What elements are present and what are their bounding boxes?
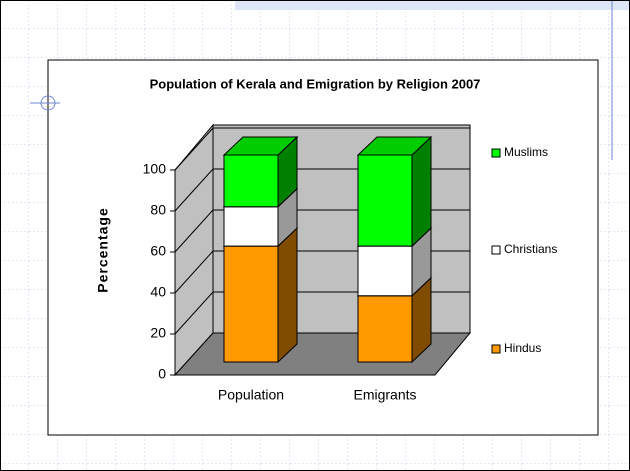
slide-decor-bar: [235, 0, 630, 10]
bar-segment: [357, 154, 413, 247]
legend-swatch: [491, 344, 501, 354]
legend-swatch: [491, 148, 501, 158]
side-wall: [174, 123, 214, 377]
bar-side: [277, 226, 298, 364]
bar-segment: [223, 154, 279, 208]
y-tick-label: 0: [158, 366, 166, 382]
bar-segment: [223, 206, 279, 247]
x-tick-label: Population: [218, 387, 284, 403]
x-tick-label: Emigrants: [353, 387, 416, 403]
y-tick-label: 40: [150, 284, 166, 300]
y-axis-label: Percentage: [95, 207, 111, 292]
y-tick-label: 80: [150, 202, 166, 218]
grid-line: [174, 127, 470, 171]
y-tick-label: 60: [150, 243, 166, 259]
legend-label: Hindus: [504, 341, 541, 355]
legend-swatch: [491, 245, 501, 255]
y-tick-label: 100: [143, 161, 167, 177]
legend-label: Christians: [504, 242, 557, 256]
chart-title: Population of Kerala and Emigration by R…: [150, 76, 481, 91]
bar-segment: [223, 245, 279, 363]
y-tick-label: 20: [150, 325, 166, 341]
bar-side: [411, 135, 432, 248]
bar-segment: [357, 245, 413, 297]
bar-top: [356, 136, 433, 156]
legend-label: Muslims: [504, 145, 548, 159]
bar-top: [222, 136, 299, 156]
bar-segment: [357, 295, 413, 363]
